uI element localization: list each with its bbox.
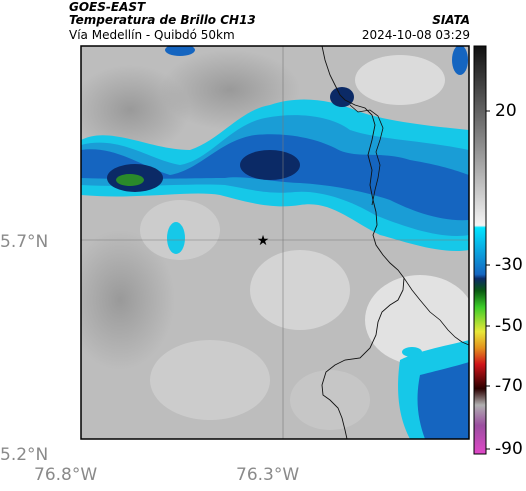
product-title: Temperatura de Brillo CH13 [69,13,256,27]
organization-label: SIATA [432,13,470,27]
colorbar-tick-label: -30 [495,255,523,275]
colorbar-tick-label: -50 [495,316,523,336]
route-subtitle: Vía Medellín - Quibdó 50km [69,28,235,42]
border-line [403,277,469,346]
x-tick-label: 76.8°W [34,465,98,485]
x-tick-label: 76.3°W [236,465,300,485]
colorbar [473,45,487,455]
satellite-title: GOES-EAST [69,0,146,14]
brightness-temperature-field [81,46,469,439]
colorbar-tick-label: -90 [495,439,523,459]
datetime-label: 2024-10-08 03:29 [361,28,470,42]
border-line [321,46,405,439]
y-tick-label: 5.2°N [0,445,49,465]
y-tick-label: 5.7°N [0,232,49,252]
border-line [349,104,384,206]
map-frame [80,45,470,440]
colorbar-tick-label: -70 [495,376,523,396]
colorbar-tick-label: 20 [495,101,517,121]
colorbar-ticks [486,110,490,450]
star-marker-icon: ★ [257,233,270,249]
